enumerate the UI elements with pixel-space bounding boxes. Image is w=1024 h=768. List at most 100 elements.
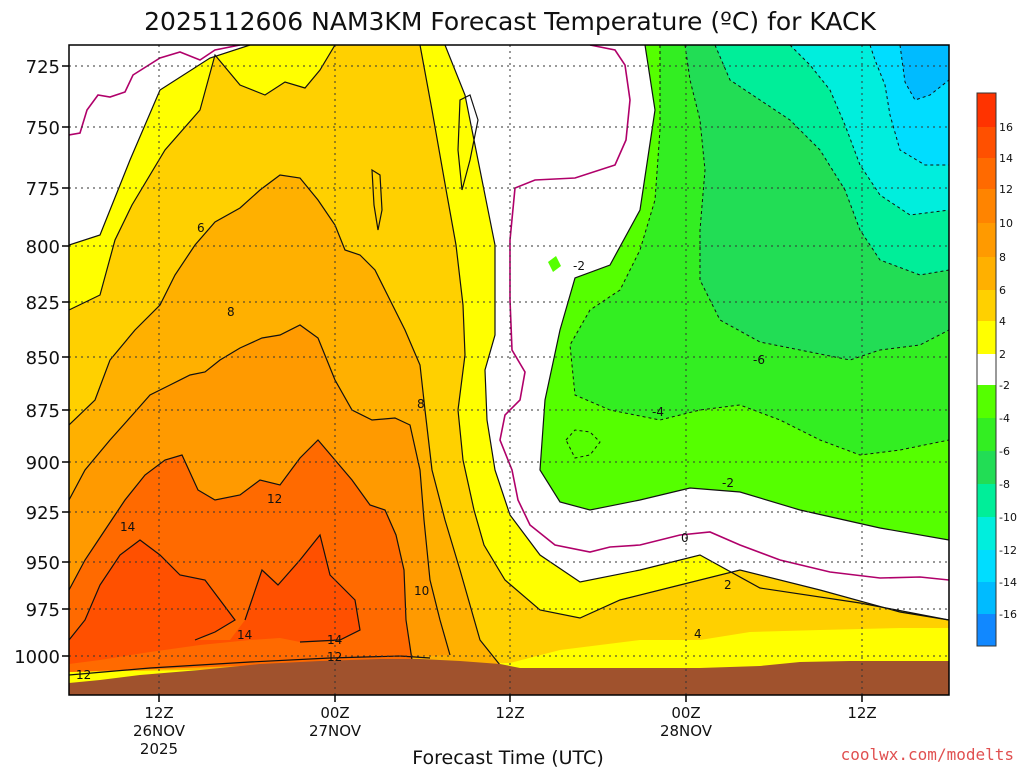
- colorbar-label: 16: [999, 121, 1013, 134]
- y-tick-label: 775: [26, 179, 60, 200]
- contour-8c: [69, 324, 451, 656]
- y-tick-label: 925: [26, 503, 60, 524]
- y-tick-label: 800: [26, 237, 60, 258]
- colorbar-swatch: [977, 385, 996, 418]
- colorbar-swatch: [977, 321, 996, 354]
- contour-labels: 6 8 8 12 14 14 14 12 10 12 -2 -4 -6 -2 0…: [76, 221, 765, 682]
- x-tick-label: 12Z: [495, 704, 524, 722]
- contour-2c: [69, 45, 949, 621]
- colorbar-swatch: [977, 517, 996, 550]
- y-tick-label: 850: [26, 348, 60, 369]
- contour-label: -4: [652, 405, 664, 419]
- colorbar-swatch: [977, 418, 996, 451]
- y-tick-label: 900: [26, 453, 60, 474]
- contour-label: 8: [417, 397, 425, 411]
- cold-band-minus14c: [900, 45, 949, 100]
- contour-label: 12: [76, 668, 91, 682]
- contour-label: 14: [327, 633, 342, 647]
- contour-label: 6: [197, 221, 205, 235]
- warm-band-14c: [69, 535, 360, 664]
- plot-frame: [68, 44, 950, 696]
- colorbar-swatch: [977, 582, 996, 614]
- x-axis: 12Z 26NOV 2025 00Z 27NOV 12Z 00Z 28NOV 1…: [133, 695, 877, 758]
- freezing-line-0c: [69, 45, 949, 581]
- colorbar-label: 10: [999, 217, 1013, 230]
- y-tick-label: 725: [26, 57, 60, 78]
- contour-minus14c: [899, 45, 949, 101]
- colorbar-swatch: [977, 550, 996, 582]
- contour-label: -2: [722, 476, 734, 490]
- plot-area: [69, 45, 949, 695]
- solid-contours: [69, 45, 949, 676]
- y-tick-label: 875: [26, 401, 60, 422]
- y-tick-label: 825: [26, 293, 60, 314]
- colorbar-label: 4: [999, 315, 1006, 328]
- y-tick-label: 975: [26, 600, 60, 621]
- colorbar-label: -2: [999, 379, 1010, 392]
- colorbar-swatch: [977, 614, 996, 646]
- cold-blob-minus2c: [548, 256, 561, 272]
- contour-minus8c: [714, 45, 949, 276]
- colorbar-label: -14: [999, 576, 1017, 589]
- contour-isolated-4c: [371, 168, 383, 231]
- y-axis: 725 750 775 800 825 850 875 900 925 950 …: [14, 57, 69, 668]
- x-tick-year: 2025: [140, 740, 178, 758]
- contour-6c: [69, 174, 501, 666]
- colorbar-label: -4: [999, 412, 1010, 425]
- contour-label: 12: [327, 650, 342, 664]
- x-tick-date: 28NOV: [660, 722, 713, 740]
- colorbar-swatch: [977, 223, 996, 257]
- contour-label: 4: [694, 627, 702, 641]
- colorbar-label: -10: [999, 511, 1017, 524]
- contour-4c: [69, 45, 949, 621]
- contour-label: 8: [227, 305, 235, 319]
- contour-12c: [69, 439, 413, 661]
- contour-minus6c: [684, 45, 949, 361]
- colorbar-label: 6: [999, 284, 1006, 297]
- colorbar-swatch: [977, 127, 996, 158]
- x-tick-date: 27NOV: [309, 722, 362, 740]
- contour-label: 10: [414, 584, 429, 598]
- contour-14c: [69, 533, 361, 643]
- contour-label: 2: [724, 578, 732, 592]
- x-tick-label: 00Z: [671, 704, 700, 722]
- colorbar-label: -16: [999, 608, 1017, 621]
- colorbar-swatch: [977, 257, 996, 290]
- colorbar-label: -8: [999, 478, 1010, 491]
- x-tick-label: 00Z: [320, 704, 349, 722]
- colorbar-label: 12: [999, 183, 1013, 196]
- contour-isolated-6c: [457, 94, 479, 191]
- colorbar-label: -12: [999, 544, 1017, 557]
- x-tick-label: 12Z: [144, 704, 173, 722]
- y-tick-label: 1000: [14, 647, 60, 668]
- colorbar-swatch: [977, 158, 996, 189]
- y-tick-label: 950: [26, 553, 60, 574]
- colorbar-swatch: [977, 354, 996, 385]
- colorbar-swatch: [977, 189, 996, 223]
- colorbar: 16 14 12 10 8 6 4 2 -2 -4 -6 -8 -10 -12 …: [976, 92, 1017, 647]
- colorbar-label: 8: [999, 251, 1006, 264]
- credit-link[interactable]: coolwx.com/modelts: [841, 745, 1014, 764]
- colorbar-label: 14: [999, 152, 1013, 165]
- colorbar-frame: [976, 92, 997, 647]
- contour-label: 14: [120, 520, 135, 534]
- colorbar-label: 2: [999, 348, 1006, 361]
- ground-terrain: [69, 659, 949, 695]
- contour-cold-2c: [539, 45, 949, 541]
- contour-label: 14: [237, 628, 252, 642]
- y-tick-label: 750: [26, 118, 60, 139]
- colorbar-swatch: [977, 290, 996, 321]
- contour-label: 12: [267, 492, 282, 506]
- colorbar-swatch: [977, 451, 996, 484]
- x-axis-title: Forecast Time (UTC): [412, 747, 603, 768]
- contour-minus4c-pocket: [565, 429, 601, 459]
- colorbar-swatch: [977, 484, 996, 517]
- colorbar-label: -6: [999, 445, 1010, 458]
- gridlines: [69, 45, 949, 695]
- chart-title: 2025112606 NAM3KM Forecast Temperature (…: [144, 7, 876, 36]
- contour-label: 0: [681, 531, 689, 545]
- x-tick-date: 26NOV: [133, 722, 186, 740]
- x-tick-label: 12Z: [847, 704, 876, 722]
- contour-label: -2: [573, 259, 585, 273]
